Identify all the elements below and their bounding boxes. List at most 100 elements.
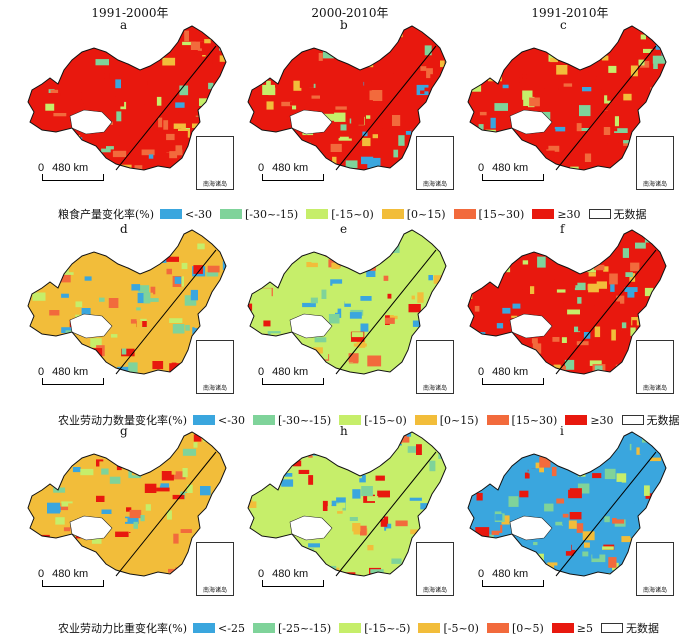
map-panel-i: i 0 480 km 南海诸岛 [460, 424, 676, 596]
county-patch [71, 479, 77, 484]
county-patch [39, 445, 53, 456]
county-patch [621, 322, 627, 331]
county-patch [635, 242, 649, 249]
county-patch [518, 153, 531, 161]
county-patch [327, 452, 337, 457]
county-patch [192, 505, 198, 516]
county-patch [522, 260, 529, 266]
county-patch [564, 324, 569, 334]
county-patch [270, 144, 279, 151]
county-patch [596, 240, 611, 246]
county-patch [32, 295, 37, 307]
county-patch [612, 518, 625, 524]
county-patch [98, 29, 104, 34]
county-patch [410, 310, 425, 316]
county-patch [172, 494, 185, 500]
county-patch [102, 26, 107, 37]
county-patch [413, 235, 419, 242]
county-patch [359, 474, 366, 483]
county-patch [90, 243, 100, 249]
scale-zero: 0 [38, 162, 45, 174]
county-patch [495, 514, 503, 521]
county-patch [28, 344, 41, 353]
county-patch [193, 234, 203, 238]
legend-label: [-25~-15) [277, 621, 332, 635]
county-patch [302, 96, 314, 104]
county-patch [48, 350, 55, 357]
county-patch [420, 271, 426, 283]
county-patch [34, 254, 43, 260]
county-patch [192, 116, 204, 128]
county-patch [34, 475, 47, 482]
county-patch [529, 97, 540, 107]
county-patch [578, 248, 584, 252]
county-patch [573, 149, 587, 155]
county-patch [339, 563, 351, 570]
county-patch [325, 342, 330, 354]
county-patch [564, 359, 575, 370]
county-patch [537, 334, 544, 344]
county-patch [513, 230, 518, 234]
county-patch [314, 561, 321, 570]
county-patch [28, 459, 32, 463]
county-patch [41, 135, 54, 141]
county-patch [546, 145, 560, 152]
county-patch [665, 286, 666, 291]
county-patch [362, 555, 375, 562]
county-patch [604, 516, 610, 523]
county-patch [601, 55, 609, 61]
county-patch [584, 542, 590, 548]
county-patch [663, 81, 666, 89]
county-patch [508, 231, 516, 241]
county-patch [113, 67, 119, 76]
county-patch [349, 136, 356, 146]
county-patch [384, 523, 392, 531]
county-patch [350, 443, 357, 452]
county-patch [309, 474, 323, 485]
county-patch [132, 67, 145, 75]
county-patch [328, 314, 340, 324]
county-patch [419, 247, 432, 256]
scale-ticks [262, 580, 324, 587]
scale-label: 480 km [52, 162, 89, 174]
county-patch [468, 41, 480, 46]
county-patch [399, 475, 410, 486]
scale-zero: 0 [258, 568, 265, 580]
county-patch [131, 284, 141, 291]
county-patch [270, 474, 275, 479]
county-patch [156, 100, 169, 108]
county-patch [158, 280, 172, 292]
county-patch [429, 312, 444, 316]
county-patch [515, 150, 523, 161]
county-patch [607, 140, 619, 144]
county-patch [636, 126, 644, 133]
county-patch [285, 243, 299, 249]
county-patch [630, 477, 637, 487]
county-patch [147, 450, 155, 460]
county-patch [650, 457, 661, 462]
county-patch [393, 306, 404, 314]
county-patch [377, 151, 391, 162]
county-patch [602, 546, 614, 550]
county-patch [494, 61, 500, 65]
county-patch [183, 498, 190, 504]
county-patch [557, 346, 572, 354]
county-patch [344, 337, 351, 341]
county-patch [56, 252, 69, 260]
county-patch [622, 248, 629, 258]
county-patch [430, 498, 445, 506]
county-patch [184, 295, 197, 306]
map-panel-c: c 0 480 km 南海诸岛 [460, 18, 676, 190]
county-patch [610, 359, 624, 365]
county-patch [644, 498, 650, 509]
county-patch [112, 150, 127, 158]
legend-swatch [486, 623, 509, 633]
county-patch [404, 45, 411, 54]
county-patch [208, 57, 216, 64]
county-patch [348, 133, 354, 139]
county-patch [475, 265, 486, 276]
county-patch [283, 32, 297, 38]
scale-label: 480 km [272, 366, 309, 378]
county-patch [378, 372, 387, 374]
country-outline [467, 431, 667, 577]
